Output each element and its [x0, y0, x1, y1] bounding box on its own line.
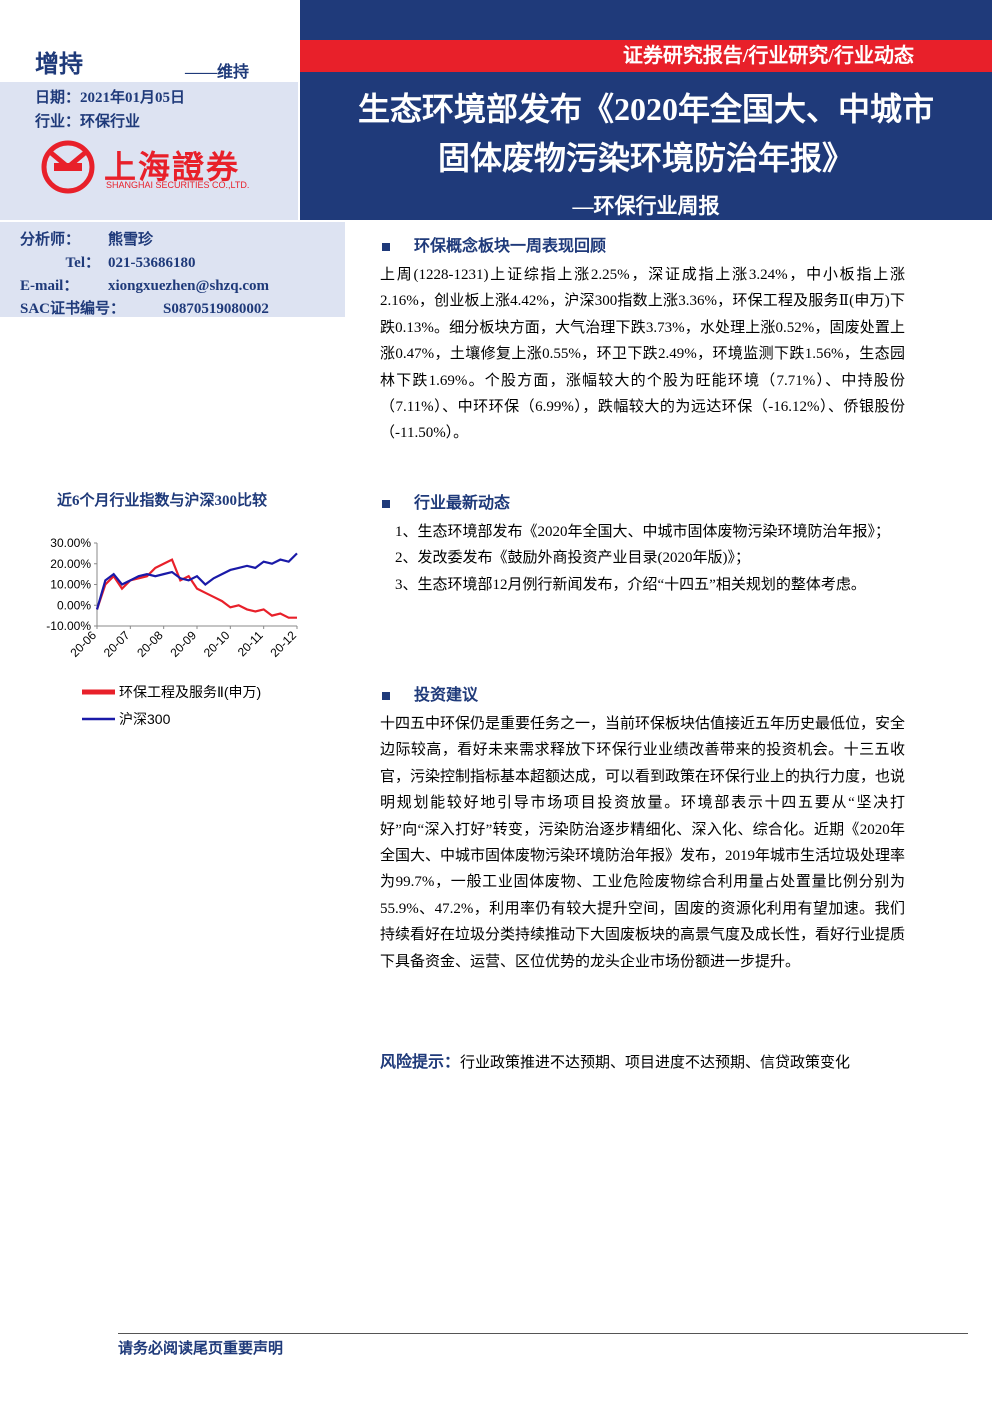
- section: 环保概念板块一周表现回顾上周(1228-1231)上证综指上涨2.25%，深证成…: [380, 232, 905, 447]
- chart-title: 近6个月行业指数与沪深300比较: [57, 491, 267, 509]
- analyst-label: 分析师：: [20, 232, 81, 248]
- y-tick-label: 20.00%: [50, 557, 91, 571]
- legend-label: 环保工程及服务Ⅱ(申万): [119, 684, 261, 700]
- paragraph: 十四五中环保仍是重要任务之一，当前环保板块估值接近五年历史最低位，安全边际较高，…: [380, 716, 906, 970]
- title-line: 固体废物污染环境防治年报》: [437, 140, 854, 176]
- date: 日期：2021年01月05日: [35, 90, 186, 106]
- x-tick-label: 20-09: [168, 628, 200, 660]
- title-line: 生态环境部发布《2020年全国大、中城市: [357, 91, 934, 127]
- section: 投资建议十四五中环保仍是重要任务之一，当前环保板块估值接近五年历史最低位，安全边…: [380, 681, 905, 975]
- line-series: [95, 552, 298, 610]
- section: 行业最新动态 1、生态环境部发布《2020年全国大、中城市固体废物污染环境防治年报…: [380, 489, 905, 598]
- analyst-row: E-mail： xiongxuezhen@shzq.com: [20, 274, 330, 295]
- y-tick-label: 0.00%: [57, 598, 91, 612]
- y-tick-label: 10.00%: [50, 578, 91, 592]
- analyst-row: Tel： 021-53686180: [20, 251, 330, 272]
- section-heading: 投资建议: [380, 681, 905, 705]
- section-heading: 行业最新动态: [380, 489, 905, 513]
- y-tick-label: -10.00%: [46, 619, 91, 633]
- x-tick-label: 20-08: [134, 628, 166, 660]
- chart: 近6个月行业指数与沪深300比较 -10.00% 0.00% 10.00% 20.00…: [46, 491, 300, 727]
- logo-text: 上海證券: [104, 149, 241, 185]
- analyst-box: [0, 222, 345, 317]
- industry: 行业：环保行业: [35, 114, 141, 130]
- paragraph: 上周(1228-1231)上证综指上涨2.25%，深证成指上涨3.24%，中小板…: [380, 267, 905, 442]
- x-tick-label: 20-10: [201, 628, 233, 660]
- rating: 增持: [35, 52, 83, 78]
- x-tick-label: 20-07: [101, 628, 133, 660]
- analyst-row: 分析师： 熊雪珍: [20, 228, 330, 249]
- y-tick-label: 30.00%: [50, 536, 91, 550]
- analyst-label: Tel：: [65, 255, 100, 271]
- category: 证券研究报告/行业研究/行业动态: [300, 40, 992, 72]
- logo-en: SHANGHAI SECURITIES CO.,LTD.: [106, 180, 250, 190]
- risk-label: 风险提示：: [380, 1054, 461, 1071]
- risk: 风险提示：行业政策推进不达预期、项目进度不达预期、信贷政策变化: [380, 1050, 905, 1076]
- analyst-label: SAC证书编号：: [20, 301, 126, 317]
- line-series: [95, 558, 297, 619]
- paragraph: 2、发改委发布《鼓励外商投资产业目录(2020年版)》；: [395, 550, 750, 567]
- paragraph: 1、生态环境部发布《2020年全国大、中城市固体废物污染环境防治年报》；: [395, 524, 891, 540]
- logo-icon: [41, 140, 95, 194]
- subtitle: —环保行业周报: [572, 194, 720, 218]
- analyst-value: S0870519080002: [163, 301, 269, 317]
- analyst-label: E-mail：: [20, 278, 79, 294]
- x-tick-label: 20-12: [268, 628, 300, 660]
- risk-text: 行业政策推进不达预期、项目进度不达预期、信贷政策变化: [460, 1055, 851, 1071]
- x-tick-label: 20-11: [235, 628, 266, 659]
- legend-label: 沪深300: [119, 711, 171, 727]
- footer: 请务必阅读尾页重要声明: [118, 1341, 284, 1357]
- rating-prev: ——维持: [185, 64, 250, 81]
- analyst-value: xiongxuezhen@shzq.com: [108, 278, 270, 294]
- paragraph: 3、生态环境部12月例行新闻发布，介绍“十四五”相关规划的整体考虑。: [395, 576, 866, 593]
- analyst-value: 熊雪珍: [108, 232, 154, 248]
- header-band: [300, 0, 992, 220]
- analyst-row: SAC证书编号： S0870519080002: [20, 297, 330, 318]
- analyst-value: 021-53686180: [108, 255, 196, 271]
- section-heading: 环保概念板块一周表现回顾: [380, 232, 905, 256]
- footer-rule: [118, 1333, 968, 1334]
